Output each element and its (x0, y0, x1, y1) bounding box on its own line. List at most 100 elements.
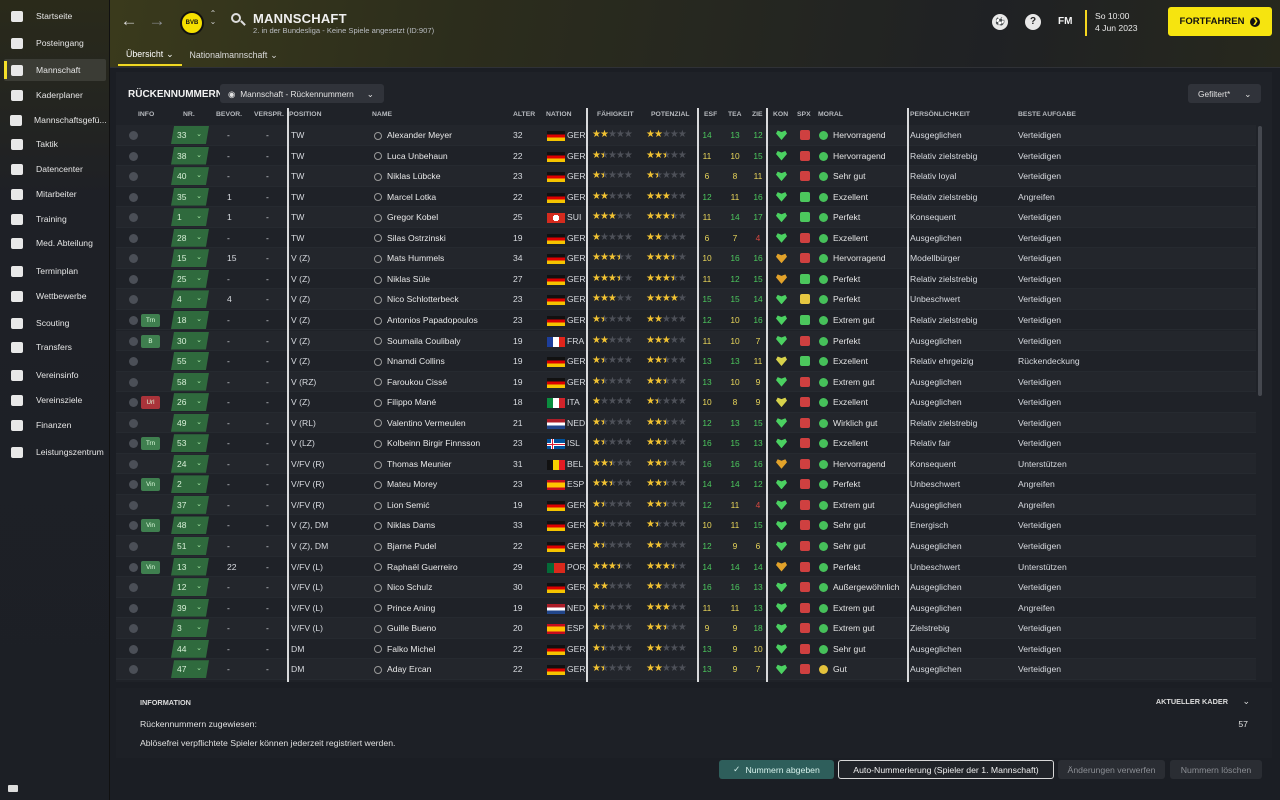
sidebar-item-finanzen[interactable]: Finanzen (4, 414, 106, 436)
col-persoenlichkeit[interactable]: PERSÖNLICHKEIT (910, 111, 971, 118)
info-icon[interactable] (129, 131, 138, 140)
info-icon[interactable] (129, 418, 138, 428)
table-row[interactable]: 37⌄ - - V/FV (R) Lion Semić 19 GER ★★★★★★ ★★★★★★… (116, 494, 1256, 516)
info-icon[interactable] (129, 172, 138, 182)
tab-overview[interactable]: Übersicht ⌄ (118, 44, 182, 66)
sidebar-item-leistungszentrum[interactable]: Leistungszentrum (4, 441, 106, 463)
info-icon[interactable] (129, 542, 138, 551)
table-row[interactable]: Vin 13 ⌄ 22 - V/FV (L) Raphaël Guerreiro 29 POR ★… (116, 557, 1256, 578)
help-icon[interactable]: ? (1025, 14, 1041, 30)
col-info[interactable]: INFO (138, 111, 155, 118)
col-tea[interactable]: TEA (728, 111, 742, 118)
table-row[interactable]: 55⌄ - - V (Z) Nnamdi Collins 19 GER ★★★★★★ ★★★★★… (116, 351, 1256, 372)
shirt-number-select[interactable]: 25 ⌄ (171, 269, 209, 288)
table-row[interactable]: 12 ⌄ - - V/FV (L) Nico Schulz 30 GER ★★★★★ ★★★★★ 1… (116, 577, 1256, 598)
player-name[interactable]: Alexander Meyer (374, 125, 452, 145)
status-badge[interactable]: Trn (141, 313, 160, 327)
shirt-number-select[interactable]: 38 ⌄ (171, 146, 209, 165)
tab-national-team[interactable]: Nationalmannschaft ⌄ (189, 49, 278, 61)
sidebar-item-vereinsinfo[interactable]: Vereinsinfo (4, 364, 106, 386)
info-icon[interactable] (129, 665, 138, 675)
player-name[interactable]: Nico Schlotterbeck (374, 289, 459, 309)
table-row[interactable]: 38⌄ - - TW Luca Unbehaun 22 GER ★★★★★★ ★★★★★★ 11 1… (116, 146, 1256, 167)
continue-button[interactable]: FORTFAHREN ❯ (1168, 7, 1272, 36)
search-icon[interactable] (230, 12, 246, 28)
shirt-number-select[interactable]: 18 ⌄ (171, 310, 209, 329)
col-moral[interactable]: MORAL (818, 111, 843, 118)
player-name[interactable]: Valentino Vermeulen (374, 413, 466, 433)
info-icon[interactable] (129, 624, 138, 634)
table-row[interactable]: 25⌄ - - V (Z) Niklas Süle 27 GER ★★★★★★ ★★★★★★ 11… (116, 269, 1256, 290)
table-row[interactable]: 39 ⌄ - - V/FV (L) Prince Aning 19 NED ★★ ★★★ ★★★★★… (116, 598, 1256, 619)
player-name[interactable]: Gregor Kobel (374, 207, 438, 227)
scrollbar[interactable] (1258, 126, 1262, 396)
player-name[interactable]: Filippo Mané (374, 392, 436, 412)
table-row[interactable]: 15⌄ 15 - V (Z) Mats Hummels 34 GER ★★★★★★ ★★★★★★… (116, 248, 1256, 269)
col-zie[interactable]: ZIE (752, 111, 763, 118)
info-icon[interactable] (129, 213, 138, 223)
info-icon[interactable] (129, 254, 138, 264)
player-name[interactable]: Raphaël Guerreiro (374, 557, 458, 577)
info-icon[interactable] (129, 439, 138, 449)
info-icon[interactable] (129, 521, 138, 531)
table-row[interactable]: 4 ⌄ 4 - V (Z) Nico Schlotterbeck 23 GER ★★★★★ ★★★… (116, 289, 1256, 310)
table-row[interactable]: 33 ⌄ - - TW Alexander Meyer 32 GER ★★★★★ ★★★★★ 14 1… (116, 125, 1256, 146)
info-icon[interactable] (129, 151, 138, 161)
info-icon[interactable] (129, 603, 138, 613)
player-name[interactable]: Thomas Meunier (374, 454, 451, 474)
sidebar-item-scouting[interactable]: Scouting (4, 312, 106, 334)
football-icon[interactable]: ⚽ (992, 14, 1008, 30)
shirt-number-select[interactable]: 53 ⌄ (171, 434, 209, 453)
shirt-number-select[interactable]: 33 ⌄ (171, 126, 209, 144)
shirt-number-select[interactable]: 47 ⌄ (171, 660, 209, 679)
col-potenzial[interactable]: POTENZIAL (651, 111, 690, 118)
sidebar-item-vereinsziele[interactable]: Vereinsziele (4, 389, 106, 411)
shirt-number-select[interactable]: 44 ⌄ (171, 639, 209, 658)
player-name[interactable]: Prince Aning (374, 598, 435, 618)
table-row[interactable]: 40⌄ - - TW Niklas Lübcke 23 GER ★★★★★★ ★★★★★★ 6 8 1… (116, 166, 1256, 187)
shirt-number-select[interactable]: 26 ⌄ (171, 393, 209, 412)
sidebar-item-mannschaftsgefü[interactable]: Mannschaftsgefü... (4, 109, 107, 131)
shirt-number-select[interactable]: 48 ⌄ (171, 516, 209, 535)
col-name[interactable]: NAME (372, 111, 393, 118)
player-name[interactable]: Silas Ostrzinski (374, 228, 446, 248)
sidebar-item-wettbewerbe[interactable]: Wettbewerbe (4, 285, 106, 307)
col-nation[interactable]: NATION (546, 111, 572, 118)
info-icon[interactable] (129, 583, 138, 593)
shirt-number-select[interactable]: 24 ⌄ (171, 454, 209, 473)
table-row[interactable]: 51 ⌄ - - V (Z), DM Bjarne Pudel 22 GER ★★ ★★★ ★★★★… (116, 536, 1256, 557)
status-badge[interactable]: B (141, 334, 160, 348)
shirt-number-select[interactable]: 1 ⌄ (171, 208, 209, 227)
info-icon[interactable] (129, 500, 138, 510)
table-row[interactable]: B 30 ⌄ - - V (Z) Soumaila Coulibaly 19 FRA ★★★★★ ★… (116, 330, 1256, 352)
player-name[interactable]: Nnamdi Collins (374, 351, 445, 371)
chevron-down-icon[interactable]: ⌄ (1242, 696, 1250, 706)
table-row[interactable]: 3⌄ - - V/FV (L) Guille Bueno 20 ESP ★★★★★★ ★★★★★… (116, 618, 1256, 639)
status-badge[interactable]: Trn (141, 437, 160, 451)
info-icon[interactable] (129, 192, 138, 202)
player-name[interactable]: Falko Michel (374, 639, 435, 659)
col-esf[interactable]: ESF (704, 111, 718, 118)
sidebar-item-transfers[interactable]: Transfers (4, 336, 106, 358)
info-icon[interactable] (129, 644, 138, 654)
player-name[interactable]: Antonios Papadopoulos (374, 310, 478, 330)
sidebar-item-datencenter[interactable]: Datencenter (4, 158, 106, 180)
player-name[interactable]: Faroukou Cissé (374, 372, 447, 392)
filter-button[interactable]: Gefiltert* ⌄ (1188, 84, 1261, 103)
club-crest[interactable]: BVB (180, 11, 204, 35)
shirt-number-select[interactable]: 3 ⌄ (171, 619, 209, 638)
shirt-number-select[interactable]: 49 ⌄ (171, 413, 209, 432)
player-name[interactable]: Kolbeinn Birgir Finnsson (374, 433, 480, 453)
current-squad-toggle[interactable]: AKTUELLER KADER (1155, 697, 1228, 706)
player-name[interactable]: Bjarne Pudel (374, 536, 436, 556)
player-name[interactable]: Aday Ercan (374, 659, 431, 679)
player-name[interactable]: Soumaila Coulibaly (374, 331, 461, 351)
shirt-number-select[interactable]: 12 ⌄ (171, 578, 209, 597)
player-name[interactable]: Nico Schulz (374, 577, 432, 597)
table-row[interactable]: 58 ⌄ - - V (RZ) Faroukou Cissé 19 GER ★★ ★★★ ★ ★★ ★★… (116, 371, 1256, 393)
player-name[interactable]: Niklas Dams (374, 515, 435, 535)
table-row[interactable]: Vin 2 ⌄ - - V/FV (R) Mateu Morey 23 ESP ★★★ ★★ ★ ★★ ★… (116, 474, 1256, 495)
shirt-number-select[interactable]: 15 ⌄ (171, 249, 209, 268)
